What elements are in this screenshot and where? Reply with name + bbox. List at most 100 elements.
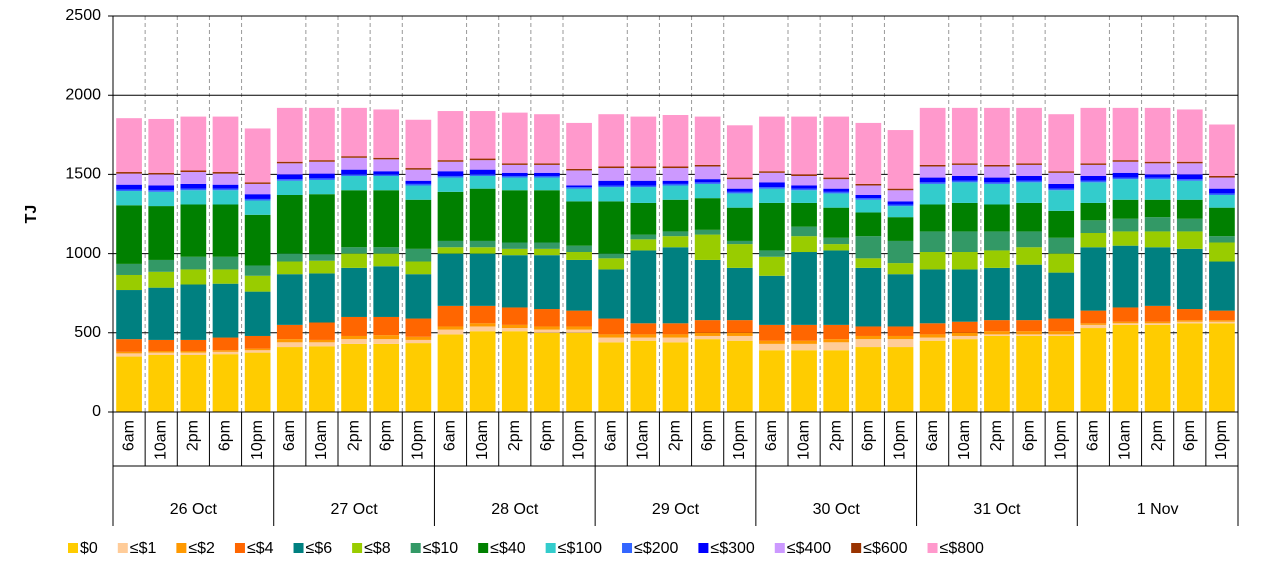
bar-segment — [984, 267, 1010, 321]
bar-segment — [726, 240, 753, 245]
bar-segment — [630, 168, 657, 181]
bar-segment — [1209, 175, 1235, 178]
legend-swatch — [698, 543, 709, 553]
bar-segment — [1112, 160, 1139, 162]
bar-segment — [1144, 247, 1171, 306]
bar-segment — [855, 198, 882, 200]
bar-segment — [1209, 323, 1235, 412]
bar-segment — [501, 172, 528, 176]
bar-segment — [534, 309, 560, 327]
bar-segment — [984, 334, 1010, 336]
legend-item: ≤$8 — [352, 540, 391, 557]
bar-segment — [180, 284, 207, 340]
bar-segment — [855, 199, 882, 213]
bar-segment — [534, 164, 560, 173]
x-tick-label: 10am — [152, 420, 169, 460]
x-group-label: 30 Oct — [813, 501, 861, 518]
bar-segment — [694, 183, 721, 199]
bar-segment — [759, 116, 785, 172]
legend-swatch — [851, 543, 862, 553]
bar-segment — [341, 267, 367, 317]
x-tick-label: 6am — [763, 420, 780, 451]
bar-segment — [1080, 175, 1107, 181]
bar-segment — [373, 190, 400, 248]
x-tick-label: 6pm — [699, 420, 716, 451]
bar-segment — [951, 180, 978, 183]
bar-segment — [919, 269, 946, 324]
bar-segment — [855, 185, 882, 195]
legend-item: ≤$1 — [117, 540, 157, 557]
bar-segment — [951, 335, 978, 340]
bar-segment — [373, 316, 400, 336]
bar-segment — [405, 261, 432, 275]
bar-segment — [534, 329, 560, 333]
bar-segment — [598, 334, 625, 338]
bar-segment — [887, 201, 914, 205]
bar-segment — [212, 351, 239, 355]
bar-segment — [1048, 190, 1075, 211]
bar-segment — [1209, 321, 1235, 324]
bar-segment — [598, 269, 625, 319]
bar-segment — [437, 161, 464, 172]
bar-segment — [341, 343, 367, 412]
bar-segment — [1048, 171, 1075, 173]
bar-segment — [276, 342, 303, 348]
bar-segment — [566, 201, 592, 246]
bar-segment — [437, 247, 464, 254]
bar-segment — [566, 170, 592, 186]
legend-label: ≤$10 — [423, 540, 459, 557]
bar-segment — [662, 180, 689, 184]
y-tick-label: 2000 — [65, 86, 101, 103]
bar-segment — [984, 231, 1010, 251]
bar-segment — [341, 169, 367, 175]
bar-segment — [919, 164, 946, 167]
bar-segment — [662, 323, 689, 335]
legend-item: $0 — [68, 540, 98, 557]
x-tick-label: 2pm — [1149, 420, 1166, 451]
bar-segment — [791, 116, 817, 175]
bar-segment — [1144, 231, 1171, 248]
bar-segment — [309, 179, 335, 195]
bar-segment — [1176, 321, 1203, 324]
bar-segment — [823, 350, 850, 412]
x-tick-label: 10pm — [1213, 420, 1230, 460]
bar-segment — [116, 339, 142, 352]
legend: $0 ≤$1 ≤$2 ≤$4 ≤$6 ≤$8 ≤$10 ≤$40 ≤$100 ≤$200 ≤$300… — [68, 540, 984, 557]
bar-segment — [823, 237, 850, 245]
bar-segment — [180, 116, 207, 171]
bar-segment — [662, 199, 689, 232]
bar-segment — [212, 173, 239, 185]
bar-segment — [1016, 107, 1042, 164]
x-tick-label: 10pm — [410, 420, 427, 460]
legend-label: ≤$1 — [130, 540, 157, 557]
bar-segment — [1176, 163, 1203, 175]
bar-segment — [951, 231, 978, 253]
bar-segment — [1080, 220, 1107, 234]
bar-segment — [726, 332, 753, 336]
bar-segment — [791, 324, 817, 341]
bar-segment — [373, 339, 400, 344]
bar-segment — [373, 157, 400, 160]
x-tick-label: 2pm — [988, 420, 1005, 451]
legend-item: ≤$2 — [176, 540, 215, 557]
bar-segment — [1016, 334, 1042, 336]
bar-segment — [180, 188, 207, 191]
x-tick-label: 10am — [1117, 420, 1134, 460]
bar-segment — [212, 350, 239, 352]
bar-segment — [823, 339, 850, 343]
bar-segment — [951, 332, 978, 336]
legend-label: ≤$200 — [634, 540, 678, 557]
bar-segment — [984, 331, 1010, 335]
bar-segment — [791, 340, 817, 344]
bar-segment — [373, 343, 400, 412]
bar-segment — [984, 177, 1010, 183]
bar-segment — [405, 336, 432, 340]
bar-segment — [244, 352, 271, 412]
bar-segment — [759, 350, 785, 412]
bar-segment — [1080, 163, 1107, 165]
bar-segment — [1016, 164, 1042, 176]
bar-segment — [1176, 231, 1203, 249]
bar-segment — [373, 253, 400, 267]
bar-segment — [726, 320, 753, 333]
